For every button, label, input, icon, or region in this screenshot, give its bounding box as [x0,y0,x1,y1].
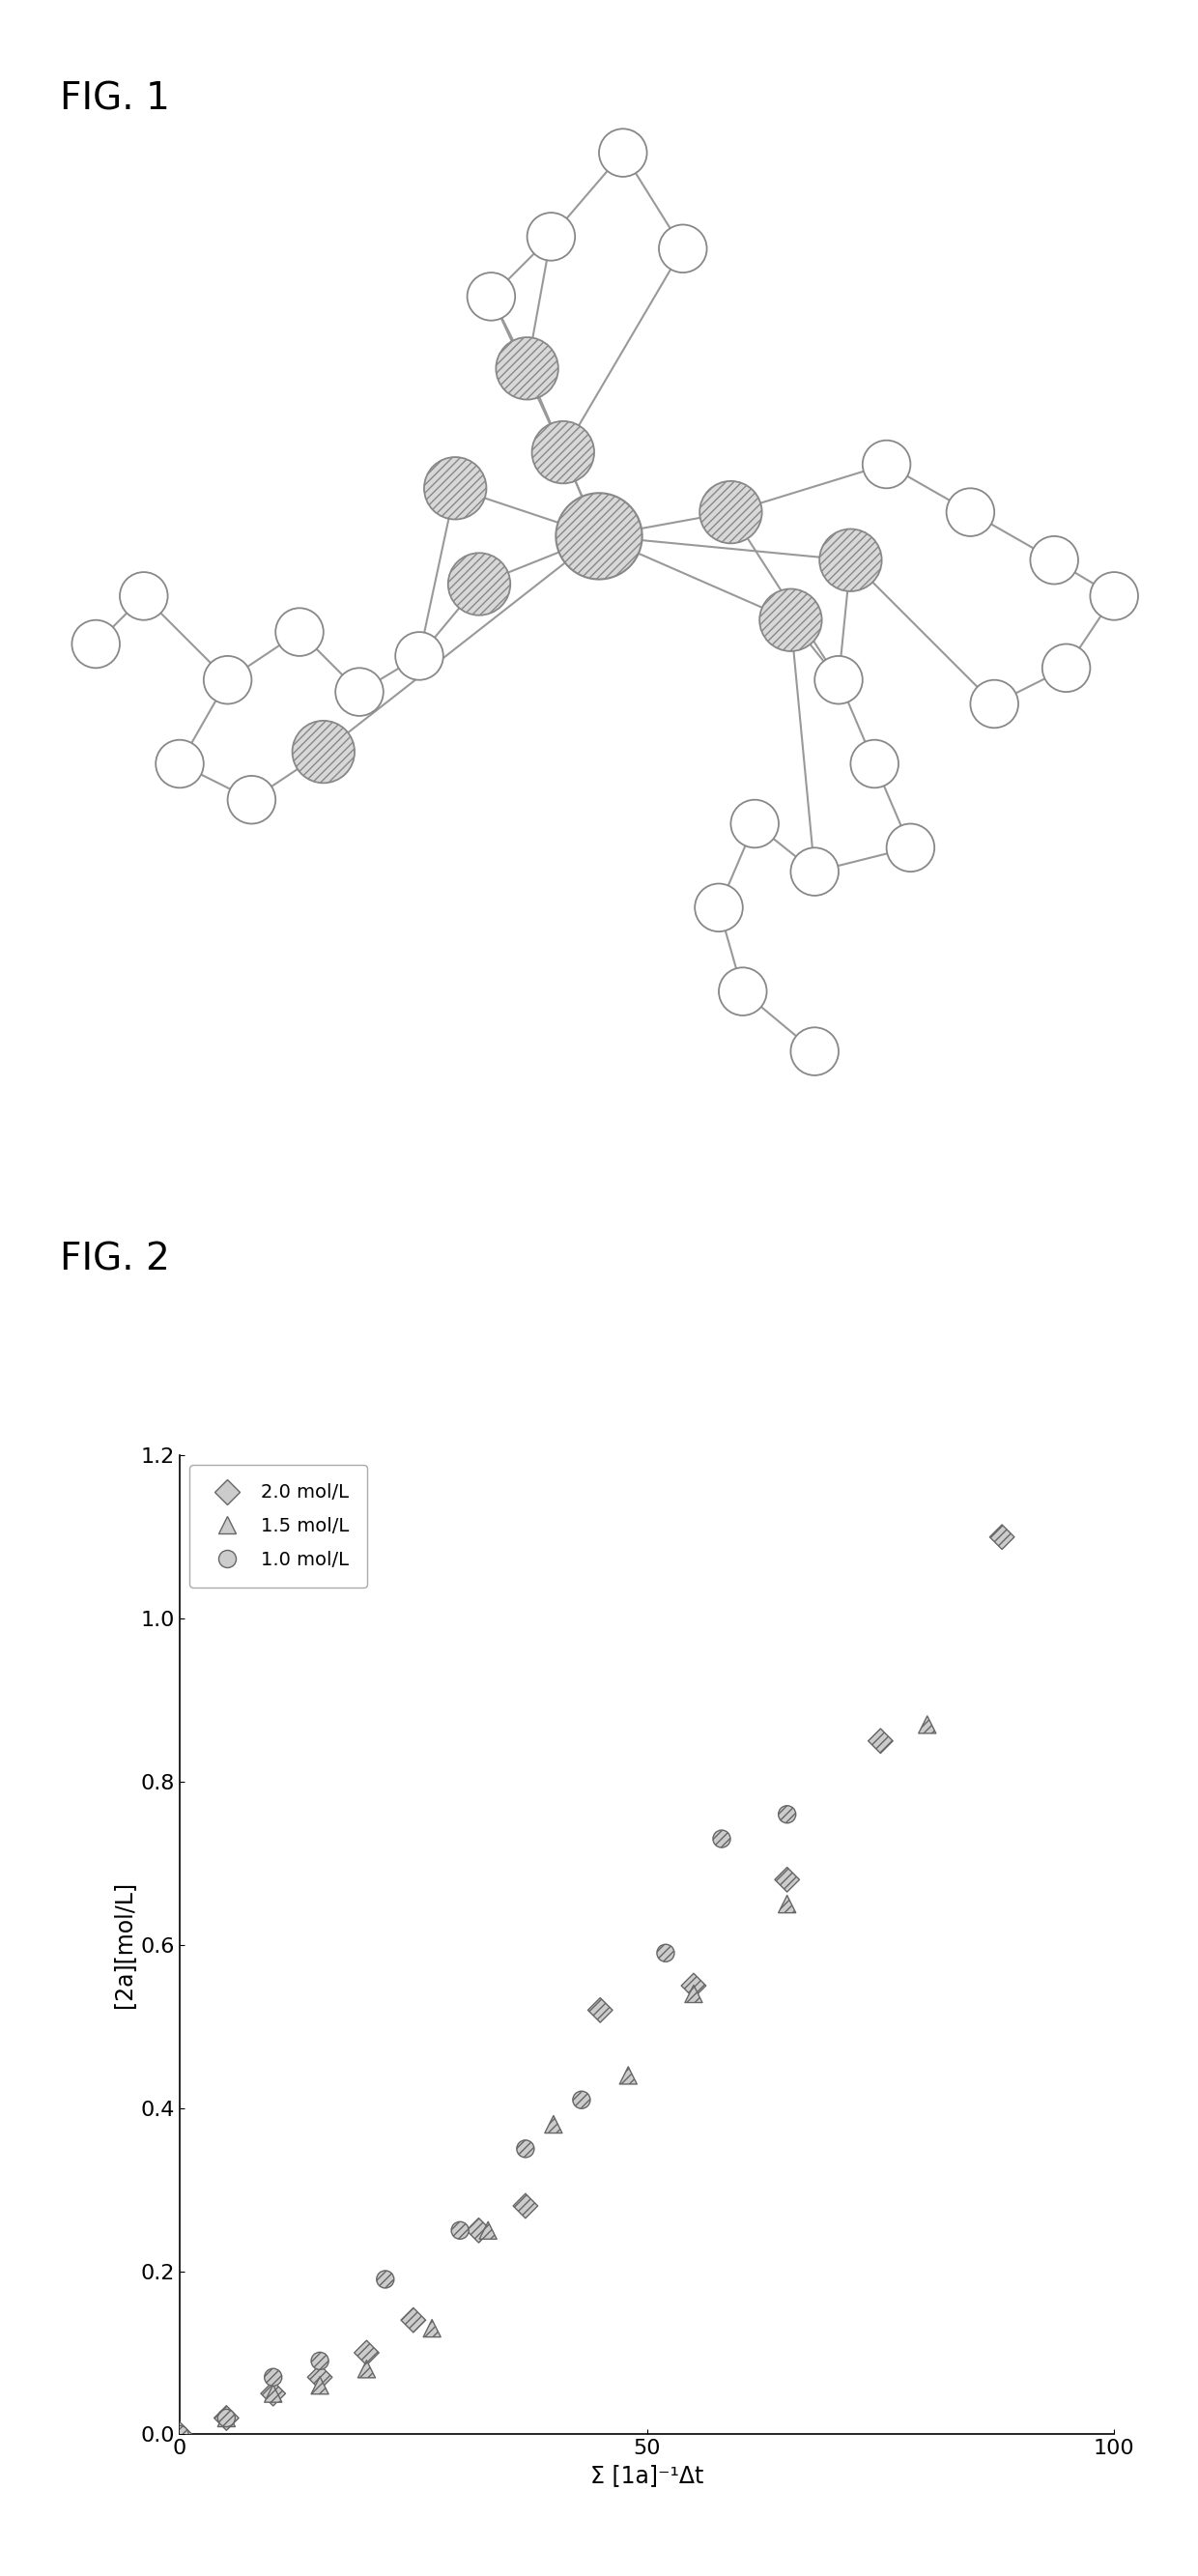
Circle shape [887,824,934,871]
Point [778,1793,797,1834]
Point [470,2210,489,2251]
Circle shape [532,420,594,484]
Text: FIG. 1: FIG. 1 [60,80,170,118]
Circle shape [791,848,839,896]
Circle shape [72,621,120,667]
Circle shape [276,608,323,657]
Circle shape [695,884,743,933]
Point [310,2357,329,2398]
Point [544,2105,563,2146]
Point [357,2349,376,2391]
Point [516,2184,536,2226]
Point [404,2300,423,2342]
Point [516,2128,536,2169]
Point [618,2056,637,2097]
Y-axis label: [2a][mol/L]: [2a][mol/L] [113,1880,135,2009]
Circle shape [335,667,383,716]
Circle shape [556,492,642,580]
Circle shape [700,482,762,544]
Point [217,2398,236,2439]
Point [310,2365,329,2406]
Circle shape [1042,644,1090,693]
Circle shape [120,572,168,621]
Circle shape [228,775,276,824]
Point [571,2079,591,2120]
Circle shape [791,1028,839,1074]
Circle shape [292,721,355,783]
Point [478,2210,497,2251]
Circle shape [819,528,882,592]
Point [450,2210,470,2251]
Circle shape [946,489,994,536]
Circle shape [851,739,898,788]
Circle shape [599,129,647,178]
Text: FIG. 2: FIG. 2 [60,1242,170,1278]
Circle shape [760,590,822,652]
Point [170,2414,189,2455]
Circle shape [970,680,1018,729]
Point [310,2339,329,2380]
Circle shape [815,657,863,703]
Point [357,2331,376,2372]
Circle shape [719,969,767,1015]
Point [170,2414,189,2455]
Point [217,2398,236,2439]
Circle shape [156,739,204,788]
Point [170,2414,189,2455]
Point [684,1965,703,2007]
Circle shape [496,337,558,399]
Point [264,2372,283,2414]
Point [712,1819,731,1860]
Point [591,1989,610,2030]
Circle shape [1030,536,1078,585]
Circle shape [659,224,707,273]
Circle shape [1090,572,1138,621]
X-axis label: Σ [1a]⁻¹Δt: Σ [1a]⁻¹Δt [591,2463,703,2486]
Circle shape [527,214,575,260]
Circle shape [448,554,510,616]
Circle shape [424,456,486,520]
Point [918,1705,937,1747]
Point [376,2259,395,2300]
Point [217,2398,236,2439]
Legend: 2.0 mol/L, 1.5 mol/L, 1.0 mol/L: 2.0 mol/L, 1.5 mol/L, 1.0 mol/L [189,1466,368,1587]
Circle shape [731,799,779,848]
Point [264,2357,283,2398]
Circle shape [863,440,910,489]
Point [992,1517,1011,1558]
Point [423,2308,442,2349]
Point [684,1973,703,2014]
Circle shape [467,273,515,319]
Point [264,2372,283,2414]
Circle shape [204,657,252,703]
Point [778,1860,797,1901]
Point [657,1932,676,1973]
Point [871,1721,890,1762]
Circle shape [395,631,443,680]
Point [778,1883,797,1924]
